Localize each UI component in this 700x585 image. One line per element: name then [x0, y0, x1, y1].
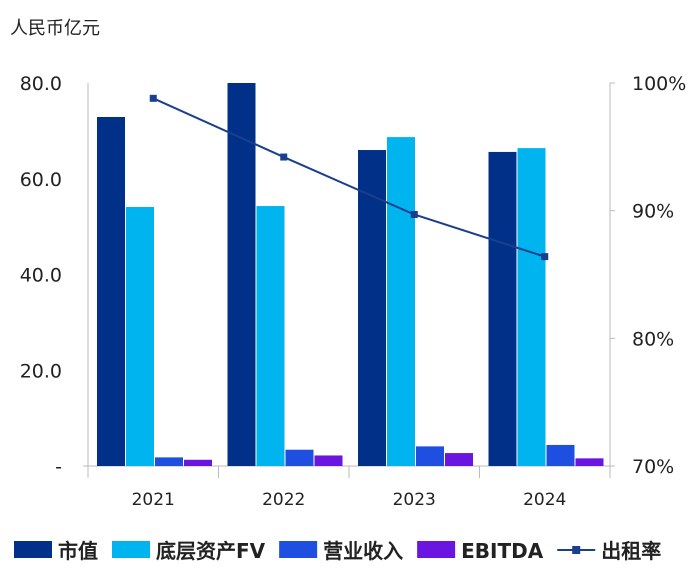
left-tick-label: 20.0	[20, 360, 62, 382]
bar-营业收入-2021	[155, 457, 183, 466]
legend-swatch	[417, 541, 456, 558]
line-point-2023	[410, 210, 418, 218]
bar-市值-2021	[97, 116, 125, 467]
left-tick-label: 60.0	[20, 169, 62, 191]
legend-item-市值: 市值	[14, 539, 98, 563]
bar-底层资产FV-2021	[126, 206, 154, 466]
bar-营业收入-2023	[416, 446, 444, 466]
right-tick-label: 90%	[632, 201, 674, 223]
legend-label: EBITDA	[461, 539, 544, 563]
bar-EBITDA-2024	[575, 458, 604, 466]
bar-EBITDA-2023	[445, 453, 473, 466]
right-tick-label: 80%	[632, 328, 674, 350]
legend-item-EBITDA: EBITDA	[417, 539, 544, 563]
line-point-2024	[541, 253, 549, 261]
legend-item-底层资产FV: 底层资产FV	[112, 539, 266, 563]
left-tick-label: 80.0	[20, 73, 62, 95]
right-tick-label: 100%	[632, 73, 686, 95]
right-tick-label: 70%	[632, 456, 674, 478]
bar-营业收入-2024	[546, 444, 575, 466]
x-tick-label: 2024	[523, 490, 566, 510]
bar-底层资产FV-2023	[387, 137, 415, 466]
legend-swatch	[14, 541, 52, 558]
bar-市值-2022	[227, 83, 256, 466]
legend-swatch	[279, 541, 318, 558]
legend-item-营业收入: 营业收入	[279, 539, 403, 563]
bar-底层资产FV-2022	[256, 206, 285, 466]
legend-swatch-marker	[572, 546, 581, 554]
legend-swatch	[112, 541, 150, 558]
bar-EBITDA-2022	[314, 455, 343, 466]
bar-底层资产FV-2024	[517, 148, 546, 467]
left-tick-label: 40.0	[20, 265, 62, 287]
bar-营业收入-2022	[285, 449, 314, 466]
legend-label: 营业收入	[323, 539, 403, 563]
line-point-2022	[280, 153, 288, 161]
x-tick-label: 2022	[262, 490, 305, 510]
legend-label: 市值	[58, 539, 98, 563]
bar-市值-2024	[488, 151, 517, 466]
legend-item-出租率: 出租率	[557, 539, 661, 563]
line-出租率	[152, 97, 546, 258]
bar-EBITDA-2021	[184, 459, 212, 466]
x-tick-label: 2021	[132, 490, 175, 510]
left-tick-label: -	[55, 456, 62, 478]
legend-label: 出租率	[601, 539, 661, 563]
unit-label: 人民币亿元	[10, 18, 100, 39]
bar-市值-2023	[358, 150, 386, 466]
legend-label: 底层资产FV	[156, 539, 266, 563]
x-tick-label: 2023	[393, 490, 436, 510]
line-point-2021	[149, 94, 157, 102]
